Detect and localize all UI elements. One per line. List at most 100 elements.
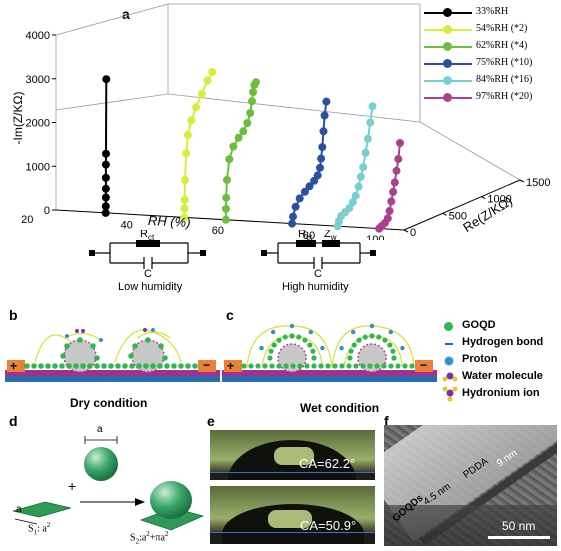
goqd-dot <box>94 355 100 361</box>
y-tick-label: 4000 <box>26 30 50 42</box>
goqd-dot <box>77 337 83 343</box>
goqd-dot <box>150 363 156 369</box>
data-point <box>239 127 248 136</box>
dimension-a-side: a <box>16 504 22 515</box>
y-tick-label: 1000 <box>26 161 50 173</box>
goqd-dot <box>290 363 296 369</box>
goqd-dot <box>255 363 261 369</box>
goqd-dot <box>356 337 362 343</box>
data-point <box>288 219 297 228</box>
x-tick-label: 1000 <box>487 194 511 206</box>
legend-label: Water molecule <box>462 370 543 382</box>
goqd-dot <box>52 363 58 369</box>
goqd-dot <box>94 363 100 369</box>
data-point <box>208 67 217 76</box>
panel-label-f: f <box>384 413 389 429</box>
proton-dot <box>350 329 356 335</box>
legend-label: Hydronium ion <box>462 387 540 399</box>
panel-label-c: c <box>226 307 234 323</box>
legend-label: Proton <box>462 353 498 365</box>
goqd-dot <box>185 363 191 369</box>
goqd-dot <box>362 334 368 340</box>
s1-formula: S1: a2 <box>28 521 51 537</box>
goqd-dot <box>171 363 177 369</box>
data-point <box>366 118 375 127</box>
data-point <box>351 191 360 200</box>
goqd-dot <box>360 363 366 369</box>
proton-dot <box>259 345 264 351</box>
goqd-dot <box>311 363 317 369</box>
s2-formula: S2:a2+πa2 <box>130 530 169 546</box>
data-point <box>222 204 230 213</box>
goqd-dot <box>302 337 308 343</box>
panel-label-b: b <box>9 307 18 323</box>
goqd-dot <box>73 363 79 369</box>
data-point <box>243 119 252 127</box>
contact-angle-value: CA=62.2° <box>299 456 356 471</box>
data-point <box>101 208 110 217</box>
goqd-dot <box>307 342 313 348</box>
goqd-dot <box>108 363 114 369</box>
goqd-dot <box>269 363 275 369</box>
goqd-dot <box>332 363 338 369</box>
data-point <box>319 127 328 136</box>
goqd-dot <box>381 363 387 369</box>
data-point <box>223 175 231 184</box>
contact-angle-photo-1: CA=62.2° <box>210 430 375 480</box>
goqd-dot <box>38 363 44 369</box>
goqd-dot <box>262 363 268 369</box>
data-point <box>356 172 365 181</box>
svg-text:+: + <box>10 359 17 373</box>
proton-dot <box>339 345 344 351</box>
circuit-high-humidity: Rct Zw <box>261 230 376 269</box>
circuit-low-humidity: Rct <box>89 230 206 269</box>
data-point <box>180 213 189 222</box>
goqd-dot <box>382 337 388 343</box>
goqd-dot <box>390 348 396 354</box>
mechanism-legend: GOQD Hydrogen bond Proton Water molecule… <box>440 318 560 408</box>
proton-dot <box>388 329 394 335</box>
svg-text:−: − <box>203 358 210 372</box>
goqd-dot <box>395 363 401 369</box>
tem-image: GOQDs 4.5 nm PDDA 9 nm 50 nm <box>384 425 557 546</box>
goqd-dot <box>248 363 254 369</box>
wetting-schematic <box>12 436 205 531</box>
data-point <box>181 175 189 184</box>
water-molecule-icon <box>442 372 458 382</box>
data-point <box>246 109 255 117</box>
goqd-dot <box>289 333 295 339</box>
proton-dot <box>270 329 276 335</box>
high-humidity-caption: High humidity <box>282 281 349 293</box>
goqd-dot <box>353 363 359 369</box>
goqd-dot <box>162 355 168 361</box>
data-point <box>396 139 404 147</box>
data-point <box>289 212 297 221</box>
data-point <box>187 116 196 125</box>
goqd-dot <box>325 363 331 369</box>
goqd-dot <box>143 363 149 369</box>
data-point <box>345 204 354 213</box>
goqd-dot <box>376 334 382 340</box>
hydrogen-bond-icon <box>445 343 453 345</box>
goqd-dot <box>132 343 138 349</box>
data-point <box>180 204 189 213</box>
goqd-dot <box>60 353 66 359</box>
data-point <box>234 133 243 142</box>
goqd-dot <box>45 363 51 369</box>
goqd-dot <box>59 363 65 369</box>
data-point <box>392 166 401 175</box>
rct-label: Rct <box>298 230 313 242</box>
scale-bar-label: 50 nm <box>502 519 536 533</box>
z-tick-label: 100 <box>366 234 384 240</box>
data-point <box>183 130 192 139</box>
goqd-dot <box>388 363 394 369</box>
data-point <box>252 78 260 87</box>
data-point <box>385 206 394 215</box>
data-point <box>203 76 212 85</box>
data-point <box>101 184 110 193</box>
goqd-dot <box>374 363 380 369</box>
goqd-dot <box>369 333 375 339</box>
goqd-dot <box>31 363 37 369</box>
wet-condition-diagram: + − <box>222 323 437 382</box>
dimension-a-top: a <box>97 424 103 435</box>
